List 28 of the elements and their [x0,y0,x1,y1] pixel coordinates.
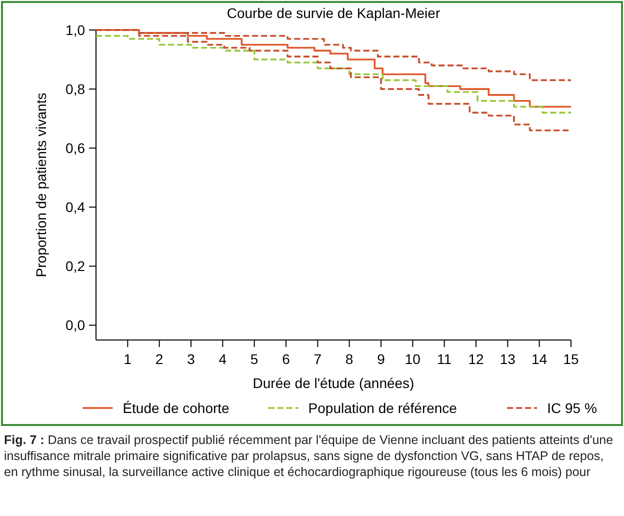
y-axis-title: Proportion de patients vivants [33,92,49,278]
y-tick-label: 0,6 [66,140,86,156]
x-tick-label: 1 [124,351,132,367]
legend-label: Population de référence [308,400,458,416]
x-tick-label: 8 [345,351,354,367]
x-tick-label: 5 [250,351,258,367]
x-tick-label: 2 [155,351,164,367]
y-tick-label: 0,8 [66,81,86,98]
x-tick-label: 3 [187,351,196,367]
caption: Fig. 7 : Dans ce travail prospectif publié récemment par l'équipe de Vienne incluant des patients atteints d'une insuffisance mitrale primaire significative par prolapsus, sans signe de dysfonction VG, sans HTAP de repos, en rythme sinusal, la surveillance active clinique et échocardiographique rigoureuse (tous les 6 mois) pour [4,432,614,480]
y-tick-label: 0,0 [66,317,86,334]
x-tick-label: 12 [468,351,484,367]
x-tick-label: 13 [500,351,516,367]
y-tick-label: 0,2 [66,258,86,274]
x-tick-label: 9 [377,351,386,367]
x-tick-label: 15 [563,351,579,367]
legend-label: IC 95 % [547,400,597,416]
y-tick-label: 0,4 [66,199,86,216]
x-tick-label: 7 [314,351,322,367]
x-tick-label: 10 [404,351,421,367]
x-tick-label: 6 [282,351,290,367]
x-axis-title: Durée de l'étude (années) [252,375,414,391]
legend-label: Étude de cohorte [122,400,230,416]
x-tick-label: 14 [532,351,548,367]
x-tick-label: 11 [437,351,452,367]
chart-title: Courbe de survie de Kaplan-Meier [226,5,440,21]
x-tick-label: 4 [218,351,227,367]
y-tick-label: 1,0 [66,22,86,38]
